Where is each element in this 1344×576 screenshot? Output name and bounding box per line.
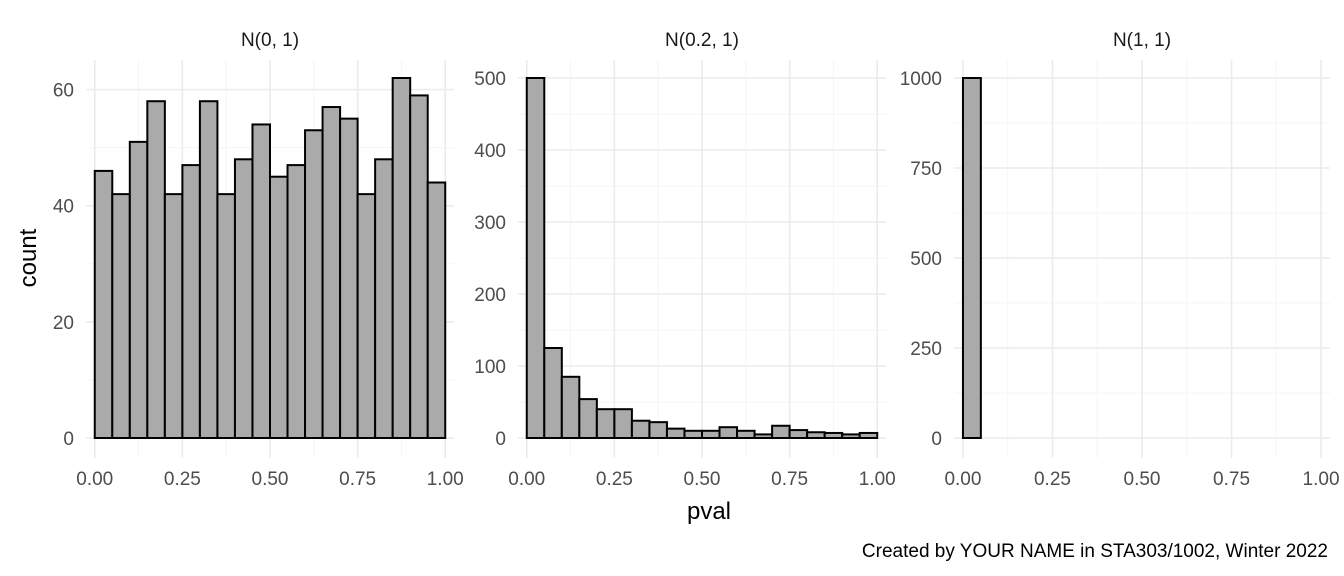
histogram-bar: [648, 421, 668, 440]
histogram-bar: [560, 375, 581, 439]
facet-title: N(0, 1): [241, 30, 299, 51]
histogram-bar: [339, 117, 359, 439]
x-tick-label: 0.25: [1034, 469, 1071, 490]
y-tick-label: 1000: [900, 69, 942, 90]
histogram-bar: [613, 408, 633, 440]
histogram-bar: [391, 77, 412, 439]
x-axis-title: pval: [687, 498, 731, 525]
x-tick-label: 0.00: [508, 469, 545, 490]
x-tick-label: 0.00: [944, 469, 981, 490]
histogram-bar: [304, 129, 324, 440]
y-axis-title: count: [15, 228, 42, 287]
x-tick-label: 0.75: [339, 469, 376, 490]
y-tick-label: 0: [63, 429, 74, 450]
x-tick-label: 0.25: [164, 469, 201, 490]
y-tick-label: 750: [910, 159, 942, 180]
histogram-bar: [198, 100, 219, 440]
facet-panel: N(0.2, 1) 0 100 200 300 400 500 0.00 0.25 0.50 0.7…: [474, 30, 895, 490]
y-tick-label: 500: [474, 69, 506, 90]
facet-panel: N(1, 1) 0 250 500 750 1000 0.00 0.25 0.50 0.75 1.0…: [900, 30, 1340, 490]
histogram-bar: [788, 429, 809, 439]
histogram-bar: [146, 100, 166, 440]
histogram-bar: [543, 347, 563, 439]
histogram-bar: [683, 429, 704, 439]
histogram-bar: [630, 419, 651, 440]
facet-title: N(1, 1): [1113, 30, 1171, 51]
facet-panel: N(0, 1) 0 20 40 60 0.00 0.25 0.50 0.75 1.00: [53, 30, 464, 490]
histogram-bar: [269, 175, 289, 439]
histogram-bar: [718, 426, 739, 440]
histogram-bar: [841, 433, 861, 439]
y-tick-label: 200: [474, 285, 506, 306]
histogram-bar: [426, 181, 447, 439]
histogram-bar: [595, 408, 616, 440]
y-tick-label: 20: [53, 313, 74, 334]
histogram-bar: [753, 433, 774, 439]
y-tick-label: 100: [474, 357, 506, 378]
y-tick-label: 300: [474, 213, 506, 234]
histogram-bar: [409, 94, 429, 440]
histogram-bar: [233, 158, 254, 440]
x-tick-label: 0.50: [684, 469, 721, 490]
histogram-bar: [701, 429, 721, 439]
x-tick-label: 1.00: [859, 469, 896, 490]
y-tick-label: 250: [910, 339, 942, 360]
facet-title: N(0.2, 1): [665, 30, 739, 51]
x-tick-label: 0.75: [771, 469, 808, 490]
histogram-bar: [578, 398, 598, 439]
x-tick-label: 1.00: [427, 469, 464, 490]
x-tick-label: 1.00: [1303, 469, 1340, 490]
x-tick-label: 0.50: [252, 469, 289, 490]
x-tick-label: 0.50: [1124, 469, 1161, 490]
histogram-bar: [163, 193, 184, 439]
histogram-bar: [961, 77, 982, 439]
histogram-bar: [93, 169, 114, 439]
x-tick-label: 0.75: [1213, 469, 1250, 490]
x-tick-label: 0.25: [596, 469, 633, 490]
y-tick-label: 60: [53, 81, 74, 102]
histogram-bar: [321, 106, 342, 439]
histogram-bar: [356, 193, 377, 439]
y-tick-label: 0: [495, 429, 506, 450]
histogram-bar: [736, 429, 756, 439]
histogram-bar: [525, 77, 546, 439]
histogram-bar: [374, 158, 394, 440]
histogram-bar: [128, 140, 149, 439]
histogram-bar: [286, 164, 307, 439]
histogram-bar: [771, 424, 791, 440]
y-tick-label: 500: [910, 249, 942, 270]
histogram-bar: [823, 431, 844, 439]
y-tick-label: 0: [931, 429, 942, 450]
histogram-bar: [111, 193, 131, 439]
y-tick-label: 400: [474, 141, 506, 162]
histogram-bar: [665, 427, 686, 440]
histogram-bar: [216, 193, 236, 439]
x-tick-label: 0.00: [76, 469, 113, 490]
caption: Created by YOUR NAME in STA303/1002, Win…: [862, 541, 1328, 562]
histogram-bar: [806, 431, 826, 439]
histogram-bar: [251, 123, 272, 440]
histogram-bar: [181, 164, 201, 439]
histogram-bar: [858, 431, 879, 439]
y-tick-label: 40: [53, 197, 74, 218]
